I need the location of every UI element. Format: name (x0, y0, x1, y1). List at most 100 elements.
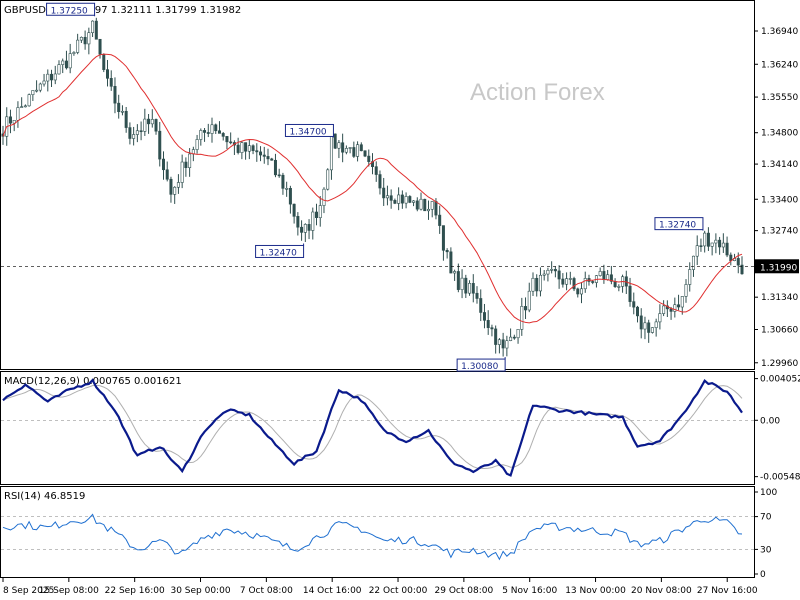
candle (46, 69, 50, 92)
candle (214, 123, 218, 134)
candle (247, 139, 251, 160)
candle (647, 319, 651, 343)
price-tick-label: 1.35550 (761, 93, 798, 103)
price-annotation: 1.30080 (456, 357, 506, 372)
candle (184, 157, 188, 177)
candle (315, 203, 319, 226)
price-candles (1, 17, 744, 357)
candle (76, 33, 80, 55)
candle (658, 304, 662, 330)
candle (169, 176, 173, 203)
candle (38, 82, 42, 93)
candle (68, 43, 72, 74)
candle (553, 266, 557, 278)
price-tick-label: 1.30660 (761, 325, 798, 335)
rsi-tick-label: 0 (760, 570, 766, 580)
svg-text:1.32740: 1.32740 (659, 221, 696, 231)
candle (113, 77, 117, 114)
candle (591, 280, 595, 285)
macd-pane-frame (0, 371, 755, 485)
candle (83, 30, 87, 50)
price-tick-label: 1.36240 (761, 60, 798, 70)
rsi-line (1, 513, 754, 561)
candle (404, 192, 408, 209)
candle (165, 161, 169, 182)
candle (53, 65, 57, 85)
candle (292, 203, 296, 224)
time-tick-label: 15 Sep 08:00 (39, 586, 99, 596)
svg-text:1.30080: 1.30080 (461, 362, 498, 372)
price-tick-label: 1.34800 (761, 129, 798, 139)
candle (135, 124, 139, 143)
candle (509, 328, 513, 342)
candle (501, 332, 505, 357)
candle (132, 126, 136, 146)
candle (412, 200, 416, 207)
candle (621, 274, 625, 293)
candle (8, 109, 12, 134)
candle (378, 170, 382, 195)
candle (203, 127, 207, 142)
candle (50, 69, 54, 88)
candle (236, 137, 240, 155)
candle (740, 256, 744, 275)
candle (542, 270, 546, 281)
candle (613, 278, 617, 288)
candle (150, 109, 154, 128)
candle (695, 235, 699, 266)
candle (583, 271, 587, 293)
candle (344, 145, 348, 155)
candle (468, 280, 472, 296)
price-pane-title: GBPUSD,H4 1.32097 1.32111 1.31799 1.3198… (4, 5, 241, 16)
candle (270, 157, 274, 161)
candle (266, 148, 270, 166)
candle (497, 338, 501, 354)
time-tick-label: 7 Oct 08:00 (240, 586, 293, 596)
candle (273, 153, 277, 178)
candle (173, 186, 177, 204)
candle (389, 189, 393, 209)
candle (460, 269, 464, 299)
candle (367, 149, 371, 167)
candle (87, 27, 91, 55)
macd-axis: 0.004052 0.00 -0.00548 (754, 375, 800, 483)
candle (718, 236, 722, 255)
candle (98, 38, 102, 59)
candle (490, 324, 494, 337)
candle (359, 142, 363, 152)
candle (400, 190, 404, 209)
candle (654, 318, 658, 337)
candle (120, 105, 124, 116)
candle (520, 297, 524, 336)
candle (710, 242, 714, 256)
candle (594, 275, 598, 288)
candle (128, 122, 132, 145)
candle (117, 94, 121, 119)
candle (662, 300, 666, 317)
time-tick-label: 20 Nov 08:00 (631, 586, 692, 596)
time-tick-label: 29 Oct 08:00 (435, 586, 494, 596)
macd-tick-label: 0.00 (760, 416, 780, 426)
candle (195, 134, 199, 154)
candle (632, 292, 636, 315)
candle (303, 223, 307, 242)
candle (16, 101, 20, 128)
candle (244, 142, 248, 160)
time-tick-label: 13 Nov 00:00 (565, 586, 626, 596)
rsi-axis: 100 70 30 0 (754, 488, 777, 580)
candle (438, 205, 442, 234)
price-pane-frame (0, 0, 755, 370)
price-axis: 1.31990 1.36940 1.36240 1.35550 1.34800 1.341… (1, 27, 799, 369)
candle (79, 36, 83, 43)
candle (643, 316, 647, 340)
candle (527, 282, 531, 313)
candle (565, 272, 569, 291)
current-price-label: 1.31990 (760, 263, 797, 273)
candle (598, 267, 602, 277)
candle (94, 17, 98, 40)
candle (512, 334, 516, 340)
candle (61, 58, 65, 74)
candle (158, 121, 162, 167)
candle (139, 121, 143, 141)
